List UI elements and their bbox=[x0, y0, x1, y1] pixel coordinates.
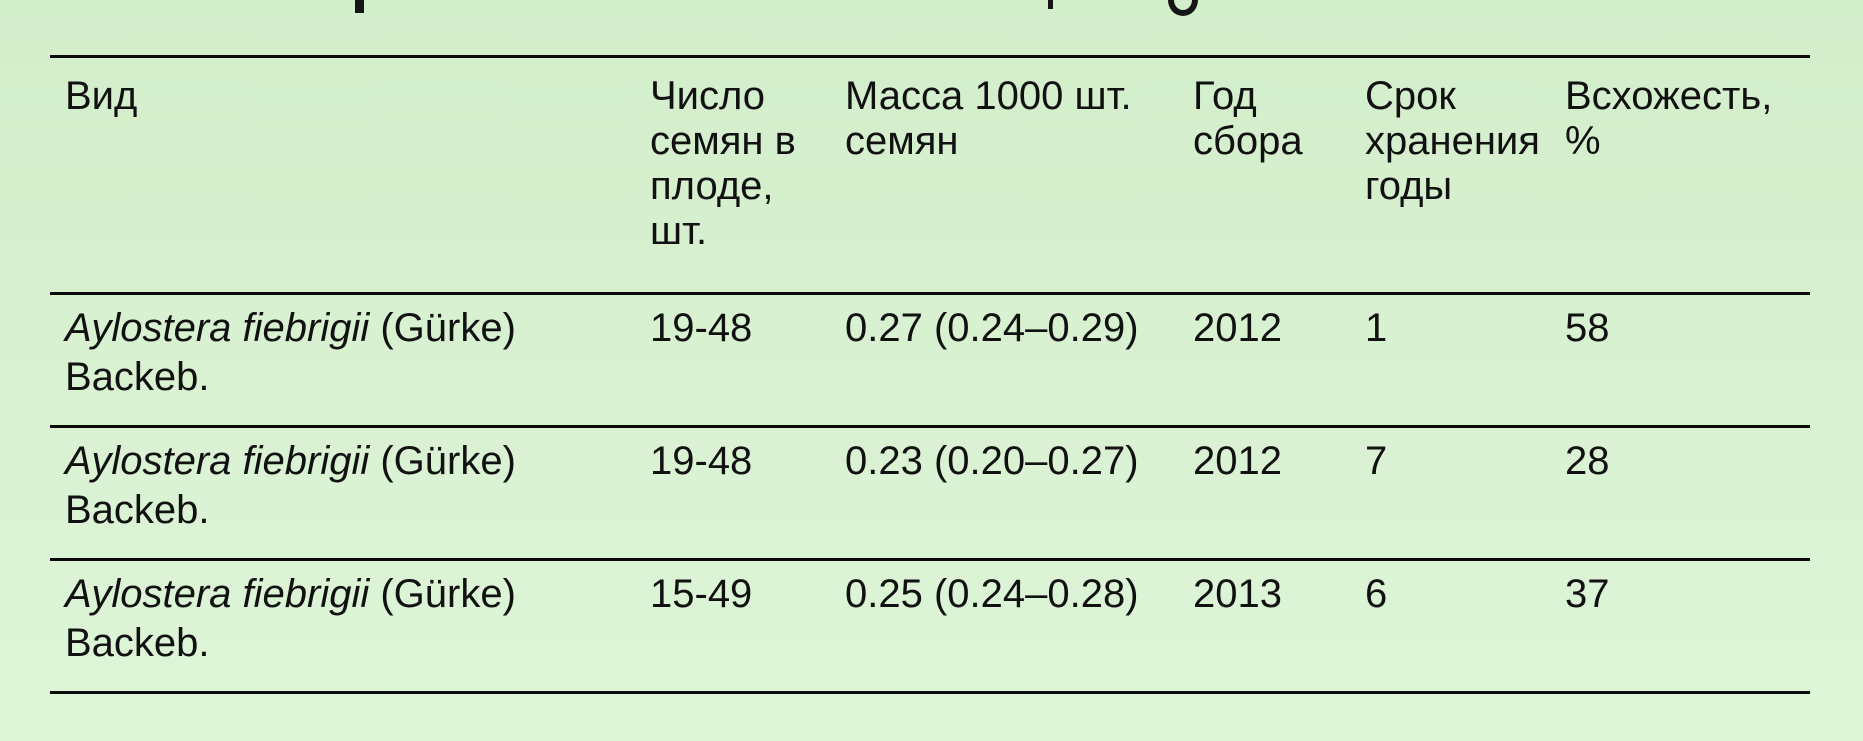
seeds-per-fruit-cell: 19-48 bbox=[635, 293, 830, 428]
column-header-species: Вид bbox=[50, 56, 635, 295]
storage-years-cell: 7 bbox=[1350, 426, 1550, 561]
mass-1000-cell: 0.23 (0.20–0.27) bbox=[830, 426, 1178, 561]
column-header-seeds-per-fruit: Число семян в плоде, шт. bbox=[635, 56, 830, 295]
year-collected-cell: 2012 bbox=[1178, 426, 1350, 561]
clipped-title-fragment bbox=[1168, 0, 1198, 16]
header-row: Вид Число семян в плоде, шт. Масса 1000 … bbox=[50, 56, 1810, 295]
species-authority: (Gürke) Backeb. bbox=[65, 439, 516, 532]
germination-cell: 58 bbox=[1550, 293, 1810, 428]
column-header-storage-years: Срок хранения годы bbox=[1350, 56, 1550, 295]
table-row: Aylostera fiebrigii (Gürke) Backeb. 19-4… bbox=[50, 426, 1810, 561]
mass-1000-cell: 0.25 (0.24–0.28) bbox=[830, 559, 1178, 694]
species-name: Aylostera fiebrigii bbox=[65, 572, 370, 616]
species-name: Aylostera fiebrigii bbox=[65, 306, 370, 350]
species-cell: Aylostera fiebrigii (Gürke) Backeb. bbox=[50, 293, 635, 428]
table-header: Вид Число семян в плоде, шт. Масса 1000 … bbox=[50, 56, 1810, 295]
mass-1000-cell: 0.27 (0.24–0.29) bbox=[830, 293, 1178, 428]
year-collected-cell: 2012 bbox=[1178, 293, 1350, 428]
seeds-per-fruit-cell: 15-49 bbox=[635, 559, 830, 694]
seed-data-table: Вид Число семян в плоде, шт. Масса 1000 … bbox=[50, 55, 1810, 694]
species-cell: Aylostera fiebrigii (Gürke) Backeb. bbox=[50, 426, 635, 561]
table-row: Aylostera fiebrigii (Gürke) Backeb. 19-4… bbox=[50, 293, 1810, 428]
table-row: Aylostera fiebrigii (Gürke) Backeb. 15-4… bbox=[50, 559, 1810, 694]
species-name: Aylostera fiebrigii bbox=[65, 439, 370, 483]
storage-years-cell: 6 bbox=[1350, 559, 1550, 694]
table-body: Aylostera fiebrigii (Gürke) Backeb. 19-4… bbox=[50, 293, 1810, 694]
germination-cell: 37 bbox=[1550, 559, 1810, 694]
column-header-year-collected: Год сбора bbox=[1178, 56, 1350, 295]
column-header-germination: Всхожесть, % bbox=[1550, 56, 1810, 295]
germination-cell: 28 bbox=[1550, 426, 1810, 561]
clipped-title-fragment bbox=[355, 0, 364, 13]
species-authority: (Gürke) Backeb. bbox=[65, 572, 516, 665]
storage-years-cell: 1 bbox=[1350, 293, 1550, 428]
column-header-mass-1000: Масса 1000 шт. семян bbox=[830, 56, 1178, 295]
species-authority: (Gürke) Backeb. bbox=[65, 306, 516, 399]
species-cell: Aylostera fiebrigii (Gürke) Backeb. bbox=[50, 559, 635, 694]
year-collected-cell: 2013 bbox=[1178, 559, 1350, 694]
clipped-title-fragment bbox=[1048, 0, 1053, 9]
seeds-per-fruit-cell: 19-48 bbox=[635, 426, 830, 561]
